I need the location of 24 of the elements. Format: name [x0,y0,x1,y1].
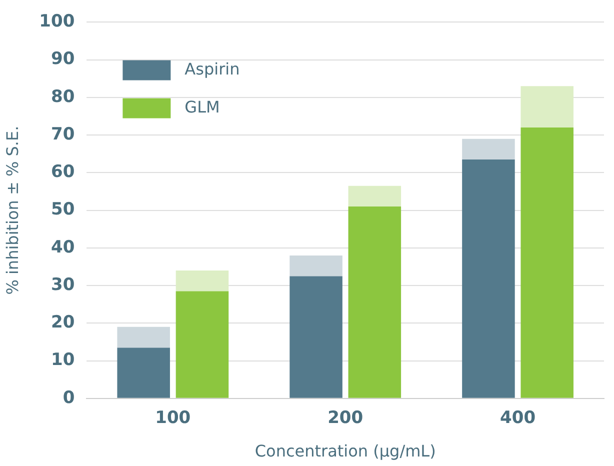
y-tick-label: 50 [51,200,75,220]
bar [520,128,574,398]
y-tick-label: 0 [62,388,75,408]
bar [117,348,170,398]
bar [462,160,515,398]
legend-label: GLM [184,97,220,116]
bar [176,291,229,398]
y-tick-label: 100 [39,12,75,32]
y-tick-label: 60 [51,162,75,182]
y-tick-label: 40 [51,237,75,258]
x-axis-title: Concentration (µg/mL) [254,442,436,461]
y-tick-label: 10 [51,350,75,370]
y-tick-label: 30 [51,274,75,295]
bar [348,206,402,398]
legend-label: Aspirin [184,59,240,78]
x-tick-label: 100 [155,408,191,428]
y-tick-label: 90 [51,49,75,70]
bar [290,276,342,398]
y-axis-title: % inhibition ± % S.E. [2,126,22,295]
x-tick-label: 200 [328,408,364,428]
y-tick-label: 20 [51,312,75,333]
y-tick-label: 80 [51,86,75,107]
y-tick-label: 70 [51,124,75,144]
x-tick-label: 400 [500,408,536,428]
